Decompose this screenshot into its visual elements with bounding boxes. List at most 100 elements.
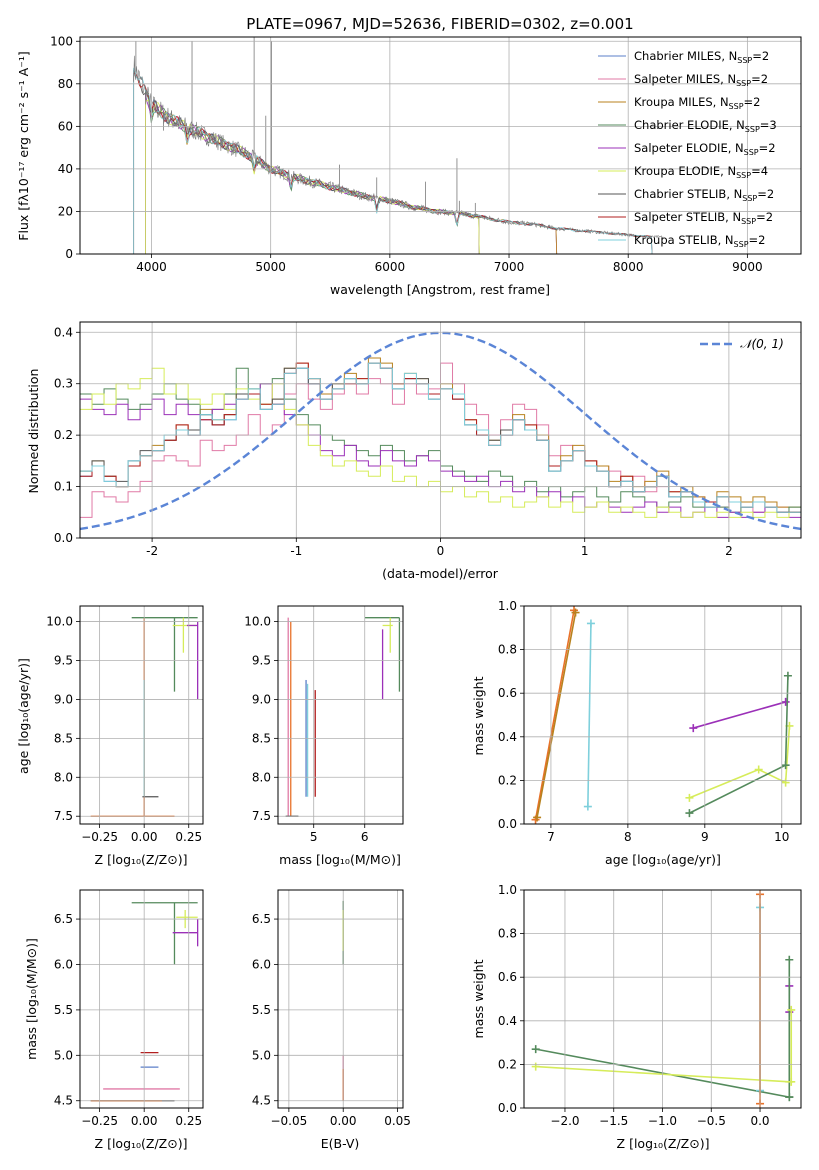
age_vs_Z-ytick-label: 7.5 (54, 809, 73, 823)
residuals-panel: (data-model)/error Normed distribution -… (26, 321, 802, 581)
mass_vs_Z-xtick-label: 0.25 (175, 1114, 202, 1128)
model-spectrum-line (145, 94, 480, 254)
mass-ebv-xlabel: E(B-V) (321, 1136, 360, 1151)
age-z-xlabel: Z [log₁₀(Z/Z⊙)] (95, 852, 188, 867)
mass-z-xlabel: Z [log₁₀(Z/Z⊙)] (95, 1136, 188, 1151)
age_vs_mass-xtick-label: 6 (361, 830, 369, 844)
weight-marker (685, 809, 694, 818)
age_vs_Z-ytick-label: 8.0 (54, 770, 73, 784)
weight_vs_Z-ytick-label: 0.6 (498, 970, 517, 984)
residuals-xtick-label: 2 (725, 544, 733, 558)
legend-entry: Kroupa ELODIE, NSSP=4 (634, 164, 768, 180)
weight-marker (689, 724, 698, 733)
mass-vs-metallicity-panel: Z [log₁₀(Z/Z⊙)] mass [log₁₀(M/M⊙)] −0.25… (24, 889, 204, 1151)
weight-marker (785, 955, 794, 964)
age_vs_mass-ytick-label: 8.5 (252, 731, 271, 745)
residuals-xtick-label: -2 (146, 544, 158, 558)
mass_vs_ebv-frame (277, 889, 404, 1109)
spectrum-xtick-label: 4000 (136, 260, 167, 274)
w-z-xlabel: Z [log₁₀(Z/Z⊙)] (617, 1136, 710, 1151)
age_vs_mass-ytick-label: 9.5 (252, 654, 271, 668)
model-spectrum-line (145, 89, 558, 254)
weight-marker (531, 1045, 540, 1054)
weight_vs_age-xtick-label: 8 (624, 830, 632, 844)
legend-entry: Kroupa MILES, NSSP=2 (634, 95, 760, 111)
weight_vs_Z-xtick-label: −0.5 (697, 1114, 726, 1128)
weight-marker (785, 1093, 794, 1102)
age-vs-mass-panel: mass [log₁₀(M/M⊙)] 5 6 7.5 8.0 8.5 9.0 9.5 10.0 (244, 605, 404, 867)
residuals-ytick-label: 0.0 (54, 531, 73, 545)
spectrum-ytick-label: 80 (58, 77, 73, 91)
mass_vs_ebv-xtick-label: 0.05 (384, 1114, 411, 1128)
weight-marker (787, 1077, 796, 1086)
age_vs_Z-ytick-label: 9.5 (54, 654, 73, 668)
mass_vs_ebv-xtick-label: 0.00 (330, 1114, 357, 1128)
spectrum-frame (79, 36, 802, 255)
weight-line (587, 623, 592, 807)
age_vs_mass-xtick-label: 5 (310, 830, 318, 844)
spectrum-xtick-label: 6000 (375, 260, 406, 274)
legend-entry: Kroupa STELIB, NSSP=2 (634, 233, 765, 249)
model-spectrum-line (133, 69, 653, 254)
age_vs_mass-frame (277, 605, 404, 825)
weight-marker (571, 608, 580, 617)
observed-spectrum-line (133, 55, 664, 239)
spectrum-xtick-label: 7000 (494, 260, 525, 274)
mass_vs_Z-ytick-label: 6.0 (54, 957, 73, 971)
spectrum-xlabel: wavelength [Angstrom, rest frame] (330, 282, 550, 297)
spectrum-ytick-label: 20 (58, 204, 73, 218)
age_vs_Z-xtick-label: 0.00 (131, 830, 158, 844)
w-age-ylabel: mass weight (471, 676, 486, 755)
age_vs_Z-xtick-label: −0.25 (81, 830, 118, 844)
spectrum-ytick-label: 60 (58, 119, 73, 133)
weight_vs_age-plot-area (531, 606, 794, 824)
weight-line (534, 610, 575, 820)
weight_vs_Z-xtick-label: −2.0 (550, 1114, 579, 1128)
model-spectrum-line (145, 87, 558, 254)
age_vs_Z-xtick-label: 0.25 (175, 830, 202, 844)
model-spectrum-line (133, 67, 653, 254)
weight_vs_Z-ytick-label: 1.0 (498, 883, 517, 897)
gaussian-legend-label: 𝒩(0, 1) (740, 337, 784, 351)
residuals-xlabel: (data-model)/error (382, 566, 499, 581)
age_vs_mass-ytick-label: 10.0 (244, 615, 271, 629)
weight_vs_age-xtick-label: 9 (701, 830, 709, 844)
mass-z-ylabel: mass [log₁₀(M/M⊙)] (24, 938, 39, 1060)
weight-marker (583, 802, 592, 811)
legend-entry: Salpeter STELIB, NSSP=2 (634, 210, 773, 226)
legend-entry: Salpeter MILES, NSSP=2 (634, 72, 768, 88)
residuals-xtick-label: -1 (290, 544, 302, 558)
age_vs_mass-plot-area (285, 617, 401, 817)
mass_vs_ebv-ytick-label: 6.5 (252, 912, 271, 926)
weight_vs_Z-ytick-label: 0.2 (498, 1057, 517, 1071)
mass_vs_ebv-ytick-label: 5.0 (252, 1048, 271, 1062)
age_vs_Z-ytick-label: 10.0 (46, 615, 73, 629)
residuals-ytick-label: 0.3 (54, 377, 73, 391)
age_vs_Z-frame (79, 605, 204, 825)
weight-vs-metallicity-panel: Z [log₁₀(Z/Z⊙)] mass weight −2.0 −1.5 −1.0… (471, 883, 802, 1151)
mass-vs-ebv-panel: E(B-V) −0.05 0.00 0.05 4.5 5.0 5.5 6.0 6.5 (252, 889, 411, 1151)
spectrum-xtick-label: 9000 (732, 260, 763, 274)
residuals-ytick-label: 0.2 (54, 428, 73, 442)
residuals-xtick-label: 1 (581, 544, 589, 558)
mass_vs_Z-ytick-label: 4.5 (54, 1094, 73, 1108)
mass_vs_Z-ytick-label: 6.5 (54, 912, 73, 926)
weight-marker (783, 671, 792, 680)
weight_vs_age-ytick-label: 0.6 (498, 686, 517, 700)
weight-vs-age-panel: age [log₁₀(age/yr)] mass weight 7 8 9 10 0.0… (471, 599, 802, 867)
spectrum-ytick-label: 100 (50, 34, 73, 48)
mass_vs_ebv-ytick-label: 6.0 (252, 957, 271, 971)
mass_vs_ebv-xtick-label: −0.05 (270, 1114, 307, 1128)
spectrum-plot-area (133, 37, 664, 254)
age_vs_mass-ytick-label: 9.0 (252, 692, 271, 706)
mass_vs_Z-ytick-label: 5.0 (54, 1048, 73, 1062)
spectrum-ytick-label: 0 (65, 247, 73, 261)
spectrum-xtick-label: 8000 (613, 260, 644, 274)
age_vs_Z-ytick-label: 9.0 (54, 692, 73, 706)
weight_vs_Z-ytick-label: 0.4 (498, 1014, 517, 1028)
weight_vs_Z-xtick-label: −1.5 (599, 1114, 628, 1128)
weight-marker (531, 1062, 540, 1071)
residuals-ytick-label: 0.4 (54, 325, 73, 339)
weight_vs_age-ytick-label: 1.0 (498, 599, 517, 613)
weight_vs_Z-xtick-label: 0.0 (750, 1114, 769, 1128)
